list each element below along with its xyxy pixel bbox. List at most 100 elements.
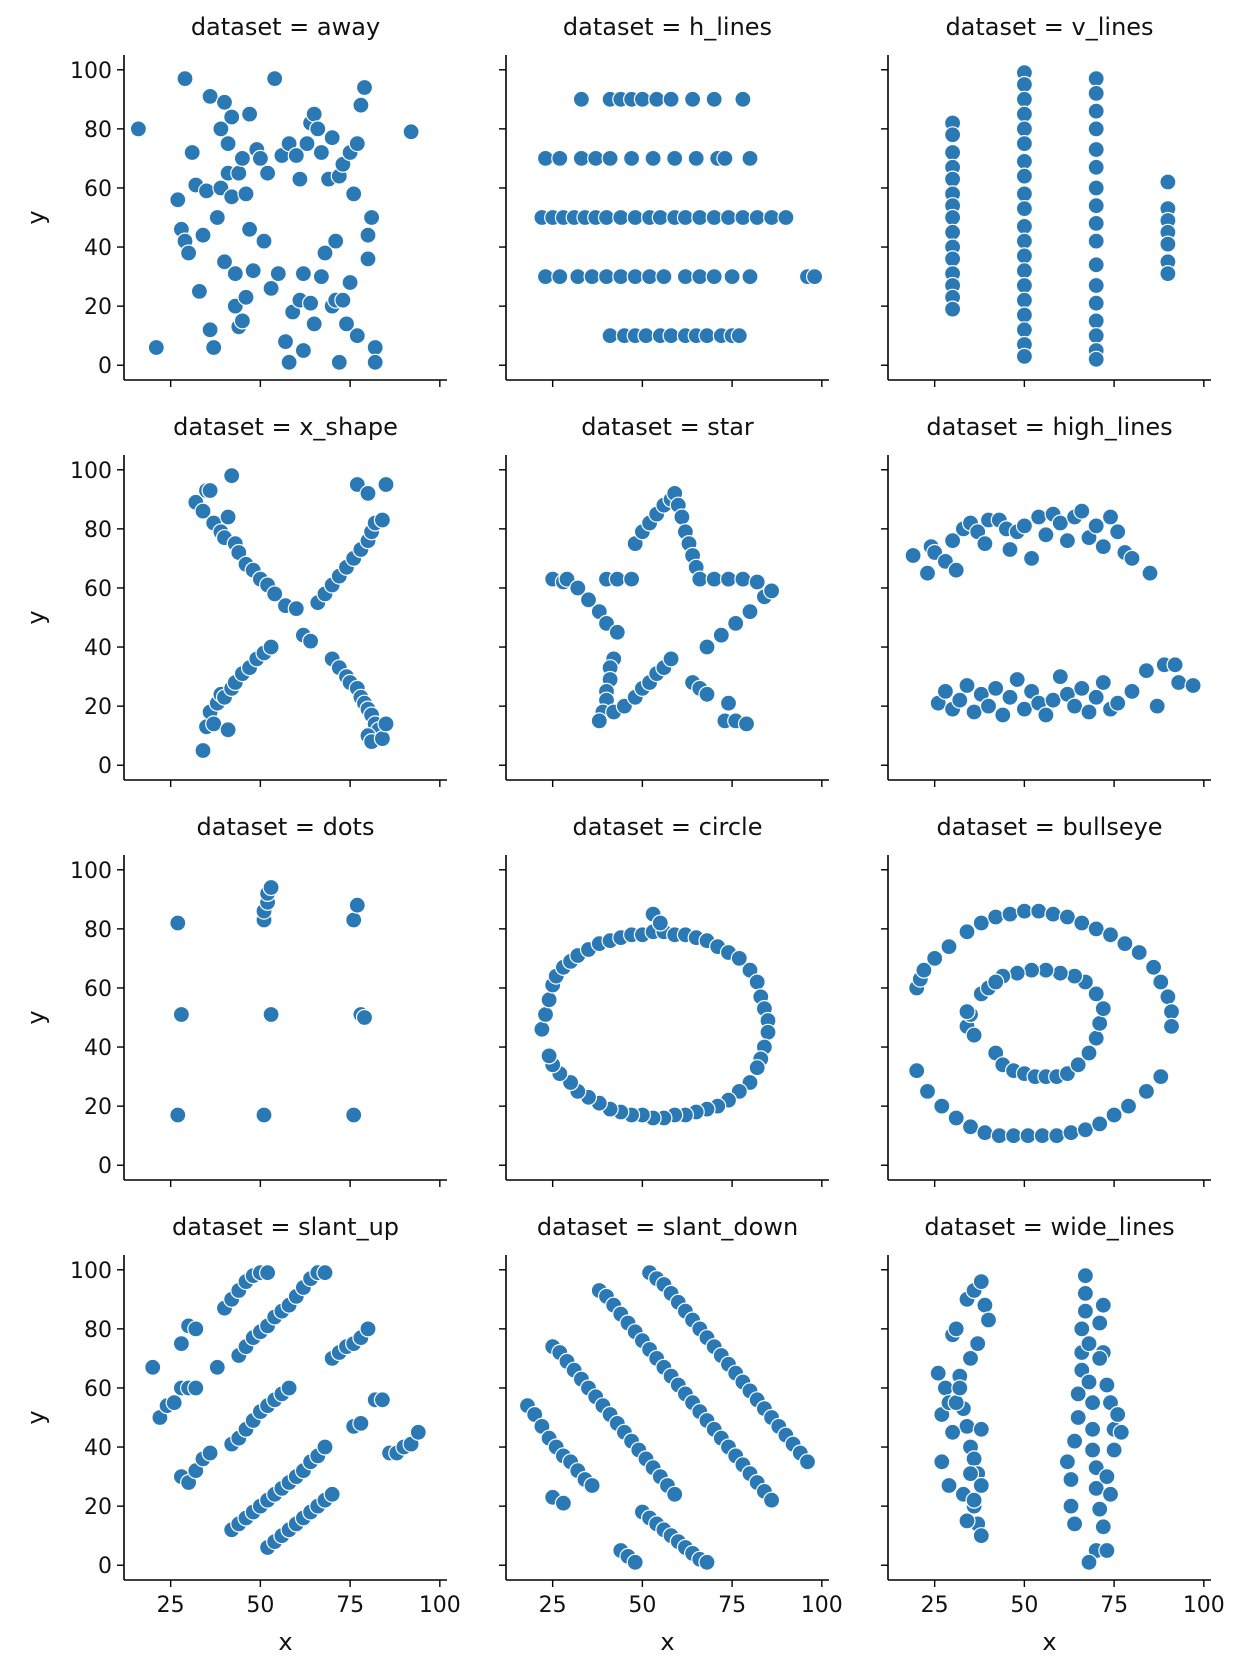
data-point	[762, 208, 781, 227]
data-point	[655, 268, 673, 286]
data-point	[705, 90, 723, 108]
panel-slant_up: dataset = slant_up 0 20 40 60 80 100 25 50 75 100 y…	[22, 1213, 461, 1656]
data-point	[748, 208, 766, 227]
panel-title: dataset = high_lines	[926, 413, 1172, 441]
data-point	[719, 208, 738, 227]
data-point	[972, 1272, 990, 1291]
data-point	[1098, 1541, 1116, 1560]
data-point	[741, 268, 759, 286]
data-point	[269, 265, 287, 283]
data-point	[1069, 1408, 1087, 1427]
data-point	[1087, 214, 1105, 232]
data-point	[723, 268, 741, 286]
data-point	[294, 341, 312, 360]
data-point	[536, 149, 555, 167]
data-point	[540, 991, 558, 1009]
data-point	[1015, 120, 1034, 138]
data-point	[1087, 179, 1105, 197]
data-point	[943, 208, 962, 227]
data-point	[958, 1512, 976, 1530]
data-point	[205, 715, 223, 733]
data-point	[1051, 964, 1069, 982]
data-point	[194, 502, 212, 520]
data-point	[965, 1491, 983, 1509]
data-point	[169, 1106, 187, 1124]
data-point	[1076, 1302, 1095, 1320]
data-point	[337, 315, 356, 333]
data-point	[183, 143, 201, 162]
data-point	[1083, 1420, 1102, 1438]
data-point	[348, 135, 366, 153]
data-point	[1083, 1394, 1102, 1412]
x-tick-label: 50	[246, 1593, 274, 1618]
data-point	[345, 1106, 363, 1124]
x-tick-label: 100	[1183, 1593, 1225, 1618]
data-point	[251, 149, 269, 167]
data-point	[1076, 1284, 1095, 1303]
data-point	[359, 226, 377, 244]
data-point	[355, 1008, 374, 1027]
data-point	[1073, 679, 1091, 698]
data-point	[1087, 517, 1105, 535]
x-tick-label: 100	[419, 1593, 461, 1618]
panel-title: dataset = slant_down	[537, 1213, 798, 1241]
data-point	[965, 703, 983, 721]
data-point	[943, 126, 962, 144]
data-point	[147, 338, 165, 357]
data-point	[1015, 517, 1034, 535]
data-point	[172, 1005, 190, 1024]
data-point	[748, 973, 766, 991]
data-point	[1105, 1106, 1123, 1124]
data-point	[262, 1005, 280, 1024]
data-point	[366, 353, 384, 371]
y-axis-label: y	[22, 210, 50, 224]
data-point	[1087, 84, 1105, 103]
data-point	[1015, 232, 1034, 250]
data-point	[1159, 173, 1177, 191]
data-point	[334, 291, 352, 309]
x-tick-label: 75	[1100, 1593, 1128, 1618]
data-point	[1015, 185, 1034, 203]
data-point	[648, 90, 666, 108]
data-point	[373, 729, 391, 748]
data-point	[976, 1296, 994, 1314]
data-point	[241, 105, 259, 123]
data-point	[1058, 1453, 1077, 1471]
data-point	[194, 741, 212, 760]
panel-title: dataset = away	[191, 13, 380, 41]
data-point	[972, 1420, 990, 1438]
data-point	[1101, 508, 1120, 526]
panel-title: dataset = x_shape	[173, 413, 398, 441]
data-point	[377, 715, 395, 733]
data-point	[187, 1320, 205, 1338]
data-point	[1015, 217, 1034, 235]
data-point	[180, 244, 198, 262]
data-point	[958, 1002, 976, 1021]
data-point	[298, 135, 316, 153]
y-tick-label: 0	[98, 1554, 112, 1579]
data-point	[1001, 540, 1019, 559]
panel-wide_lines: dataset = wide_lines 25 50 75 100 x	[881, 1213, 1225, 1656]
data-point	[1048, 1127, 1066, 1145]
y-tick-label: 20	[84, 695, 112, 720]
data-point	[933, 1453, 951, 1471]
data-point	[226, 265, 244, 283]
data-point	[608, 570, 626, 588]
data-point	[533, 1020, 551, 1038]
data-point	[915, 961, 933, 979]
data-point	[1015, 700, 1034, 718]
data-point	[215, 93, 234, 111]
data-point	[965, 1026, 983, 1044]
data-point	[936, 682, 955, 701]
data-point	[1001, 905, 1019, 923]
data-point	[583, 268, 601, 286]
data-point	[219, 721, 237, 739]
data-point	[266, 69, 284, 88]
data-point	[597, 268, 616, 286]
data-point	[691, 208, 709, 227]
data-point	[666, 149, 684, 167]
data-point	[551, 268, 569, 286]
data-point	[1087, 256, 1105, 274]
panel-v_lines: dataset = v_lines	[881, 13, 1211, 387]
data-point	[626, 268, 644, 286]
